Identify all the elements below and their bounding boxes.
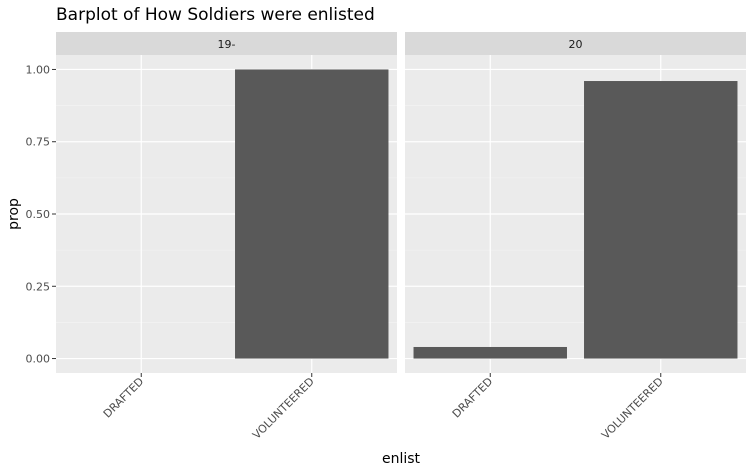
facet-panel: 19- DRAFTED VOLUNTEERED: [56, 32, 397, 442]
facet-strip-label: 20: [569, 38, 583, 51]
y-tick-label: 0.50: [26, 208, 51, 221]
y-tick-label: 0.75: [26, 136, 51, 149]
bar-drafted: [413, 346, 567, 359]
facet-strip: [405, 32, 746, 55]
bar-volunteered: [235, 69, 389, 359]
facet-panel: 20 DRAFTED VOLUNTEERED: [405, 32, 746, 442]
chart-title: Barplot of How Soldiers were enlisted: [56, 5, 375, 25]
x-tick-label: DRAFTED: [101, 375, 147, 421]
y-axis: 0.00 0.25 0.50 0.75 1.00: [26, 63, 56, 366]
y-tick-label: 1.00: [26, 63, 51, 76]
y-tick-label: 0.00: [26, 353, 51, 366]
x-tick-label: DRAFTED: [450, 375, 496, 421]
facet-strip-label: 19-: [218, 38, 236, 51]
y-axis-title: prop: [6, 198, 22, 230]
facet-strip: [56, 32, 397, 55]
bar-volunteered: [584, 81, 738, 359]
x-tick-label: VOLUNTEERED: [599, 375, 666, 442]
x-axis-title: enlist: [382, 451, 421, 467]
facet-panels: 19- DRAFTED VOLUNTEERED 20 DRAFTED VOLUNTEERE…: [56, 32, 746, 442]
x-tick-label: VOLUNTEERED: [250, 375, 317, 442]
y-tick-label: 0.25: [26, 280, 51, 293]
